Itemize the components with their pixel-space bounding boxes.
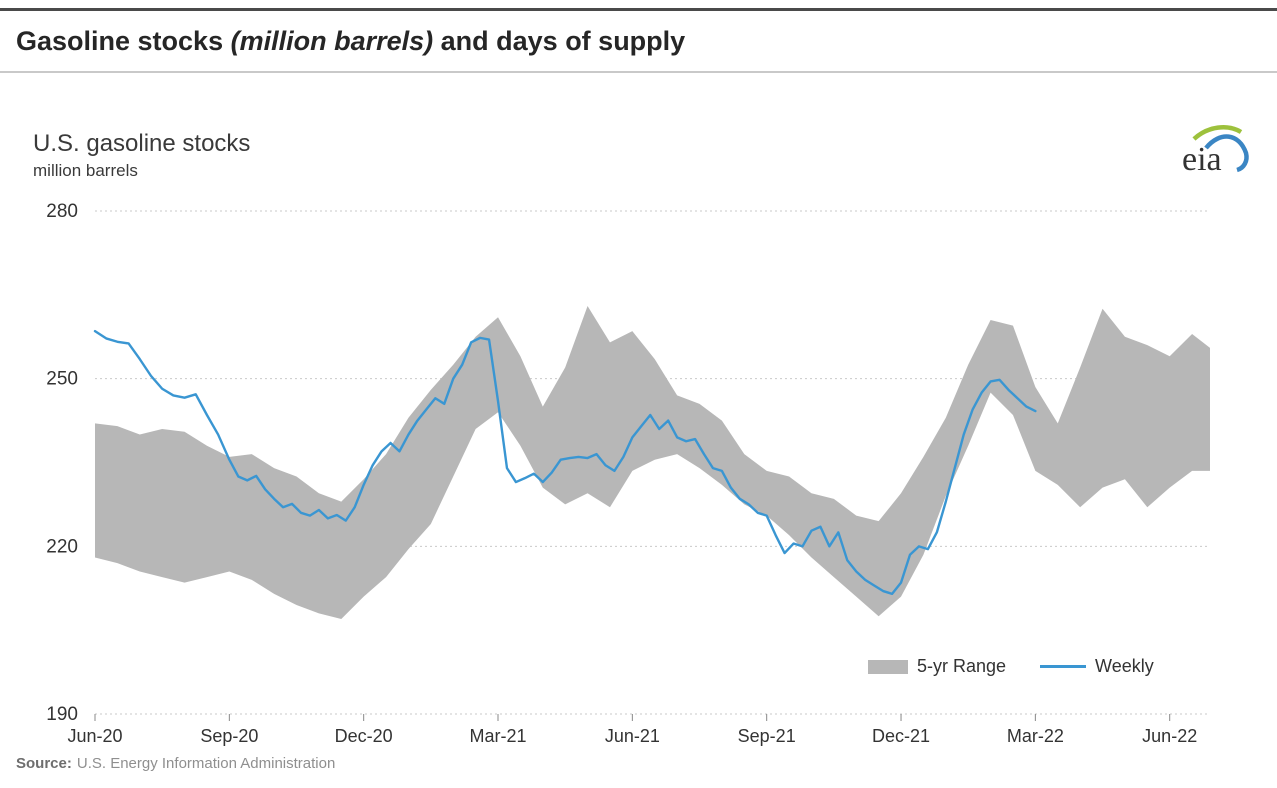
legend-item-5yr-range: 5-yr Range (868, 656, 1006, 677)
ytick-label-190: 190 (46, 704, 78, 725)
legend-label-weekly: Weekly (1095, 656, 1154, 676)
page-title: Gasoline stocks (million barrels) and da… (16, 26, 685, 57)
page-title-prefix: Gasoline stocks (16, 26, 231, 56)
source-label: Source: (16, 755, 72, 772)
legend: 5-yr Range Weekly (868, 656, 1154, 677)
source-text: U.S. Energy Information Administration (76, 755, 336, 772)
xtick-label-Jun-20: Jun-20 (67, 726, 122, 746)
xtick-label-Sep-20: Sep-20 (200, 726, 258, 746)
ytick-label-220: 220 (46, 536, 78, 557)
ytick-label-280: 280 (46, 201, 78, 222)
xtick-label-Mar-21: Mar-21 (470, 726, 527, 746)
plot-area: 190 220 250 280 Jun-20 Sep-20 Dec-20 Mar-21 Jun-… (46, 201, 1210, 746)
logo-blue-arc-icon (1204, 134, 1249, 173)
page-title-suffix: and days of supply (433, 26, 686, 56)
xtick-label-Mar-22: Mar-22 (1007, 726, 1064, 746)
chart-container: U.S. gasoline stocks million barrels eia… (0, 100, 1277, 760)
xtick-label-Jun-22: Jun-22 (1142, 726, 1197, 746)
xtick-label-Sep-21: Sep-21 (738, 726, 796, 746)
source-note: Source: U.S. Energy Information Administr… (16, 755, 335, 772)
xtick-label-Dec-21: Dec-21 (872, 726, 930, 746)
legend-band-swatch (868, 659, 908, 674)
logo-text: eia (1182, 141, 1222, 178)
legend-line-swatch (1040, 665, 1087, 668)
chart-subtitle: million barrels (33, 161, 138, 180)
weekly-line (93, 329, 1037, 596)
top-rule (0, 8, 1277, 11)
legend-item-weekly: Weekly (1040, 656, 1154, 677)
eia-logo: eia (1182, 125, 1249, 178)
legend-label-5yr-range: 5-yr Range (917, 656, 1007, 676)
chart-title: U.S. gasoline stocks (33, 130, 251, 157)
ytick-label-250: 250 (46, 369, 78, 390)
xtick-label-Jun-21: Jun-21 (605, 726, 660, 746)
page-title-italic: (million barrels) (230, 26, 434, 56)
band-5yr-range (95, 306, 1210, 619)
xtick-label-Dec-20: Dec-20 (335, 726, 393, 746)
logo-green-arc-icon (1192, 125, 1243, 141)
header-divider (0, 71, 1277, 73)
